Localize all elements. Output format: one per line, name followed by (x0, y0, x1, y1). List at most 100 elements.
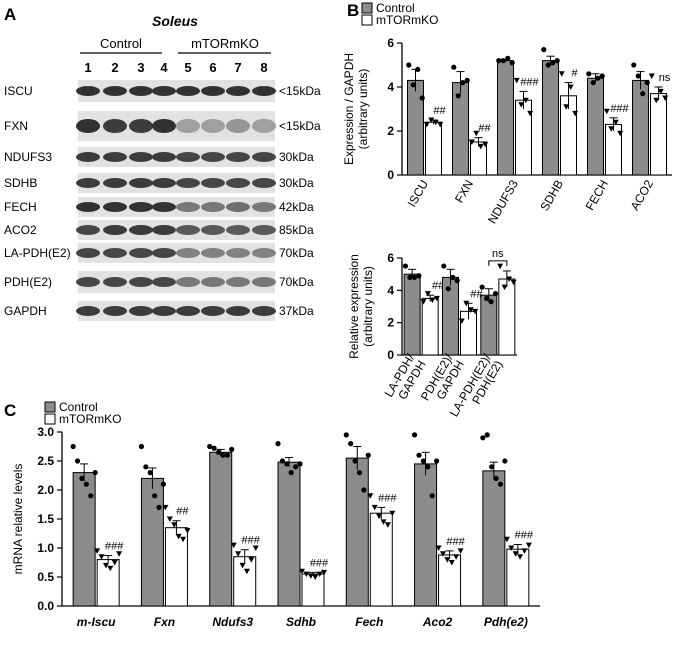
data-point-mtormko (116, 551, 123, 557)
significance-label: ### (520, 76, 539, 88)
blot-band (252, 248, 276, 258)
bar-mtormko (425, 121, 442, 176)
significance-label: ### (610, 103, 629, 115)
data-point-control (211, 445, 217, 451)
data-point-control (407, 274, 413, 280)
blot-band (152, 119, 176, 133)
significance-label: ### (310, 557, 329, 569)
data-point-mtormko (567, 84, 574, 90)
y-axis-label: mRNA relative levels (11, 464, 25, 575)
data-point-control (406, 62, 412, 68)
data-point-control (489, 464, 495, 470)
data-point-mtormko (453, 554, 460, 560)
blot-band (152, 178, 176, 188)
data-point-control (152, 493, 158, 499)
data-point-mtormko (424, 291, 431, 297)
data-point-mtormko (521, 548, 528, 554)
lane-number: 8 (260, 60, 267, 75)
data-point-mtormko (444, 557, 451, 563)
blot-band (103, 86, 127, 96)
blot-band (152, 306, 176, 316)
data-point-mtormko (508, 545, 515, 551)
data-point-control (343, 432, 349, 438)
data-point-control (631, 62, 637, 68)
lane-number: 5 (184, 60, 191, 75)
data-point-mtormko (423, 121, 430, 128)
y-axis-label: Relative expression(arbitrary units) (347, 254, 375, 359)
y-tick-label: 2.5 (37, 454, 54, 468)
y-axis-label-line: (arbitrary units) (356, 69, 370, 150)
blot-band (76, 202, 100, 212)
blot-band (252, 306, 276, 316)
blot-band (201, 225, 225, 235)
data-point-mtormko (230, 542, 237, 549)
y-axis-label-line: Expression / GAPDH (342, 53, 356, 165)
data-point-control (635, 73, 641, 79)
data-point-control (410, 82, 416, 88)
significance-label: ## (470, 288, 483, 300)
data-point-control (455, 93, 461, 99)
data-point-mtormko (303, 571, 310, 578)
x-tick-label: Aco2 (422, 615, 453, 629)
significance-label: ns (492, 248, 504, 260)
data-point-mtormko (312, 574, 319, 580)
data-point-control (450, 274, 456, 280)
y-tick-label: 0.5 (37, 570, 54, 584)
x-tick-label: FECH (583, 178, 611, 213)
data-point-mtormko (648, 73, 655, 79)
blot-band (176, 277, 200, 287)
chart-b-top: 0 2 4 6 Expression / GAPDH(arbitrary units) #… (342, 36, 672, 226)
data-point-mtormko (662, 95, 669, 101)
blot-band (252, 225, 276, 235)
blot-row-label: FXN (4, 119, 28, 133)
x-tick-label: Ndufs3 (212, 615, 253, 629)
data-point-mtormko (252, 545, 259, 551)
data-point-control (279, 458, 285, 464)
legend-c: Control mTORmKO (44, 400, 121, 426)
blot-row-label: FECH (4, 200, 37, 214)
data-point-mtormko (525, 542, 532, 549)
data-point-control (464, 77, 470, 83)
blot-band (76, 225, 100, 235)
blot-band (226, 248, 250, 258)
data-point-mtormko (527, 110, 534, 117)
blot-row-label: NDUFS3 (4, 150, 52, 164)
data-point-mtormko (94, 548, 101, 554)
data-point-mtormko (657, 88, 664, 95)
data-point-mtormko (435, 545, 442, 551)
data-point-control (293, 464, 299, 470)
data-point-mtormko (501, 284, 508, 291)
blot-band (76, 152, 100, 162)
blot-band (176, 225, 200, 235)
blot-size-label: 85kDa (279, 223, 314, 237)
blot-band (176, 152, 200, 162)
blot-band (76, 119, 100, 133)
data-point-control (441, 263, 447, 269)
data-point-control (361, 487, 367, 493)
legend-label-control: Control (59, 400, 98, 414)
blot-band (76, 277, 100, 287)
data-point-control (484, 432, 490, 438)
blot-size-label: 37kDa (279, 304, 314, 318)
data-point-control (445, 286, 451, 292)
legend-label-mtormko: mTORmKO (59, 412, 121, 426)
blot-band (76, 306, 100, 316)
lane-number: 7 (234, 60, 241, 75)
data-point-control (83, 481, 89, 487)
blot-row-label: ACO2 (4, 223, 37, 237)
y-tick-label: 0 (387, 348, 394, 362)
significance-label: ### (515, 530, 534, 542)
data-point-mtormko (612, 119, 619, 126)
data-point-control (416, 273, 422, 279)
panel-label-c: C (4, 401, 16, 420)
data-point-mtormko (513, 77, 520, 84)
data-point-mtormko (429, 297, 436, 304)
y-tick-label: 1.5 (37, 512, 54, 526)
data-point-control (488, 299, 494, 305)
blot-band (226, 225, 250, 235)
significance-label: ## (432, 280, 445, 292)
data-point-mtormko (180, 536, 187, 543)
data-point-mtormko (376, 513, 383, 520)
blot-band (152, 86, 176, 96)
x-tick-label-line: FXN (452, 178, 476, 206)
